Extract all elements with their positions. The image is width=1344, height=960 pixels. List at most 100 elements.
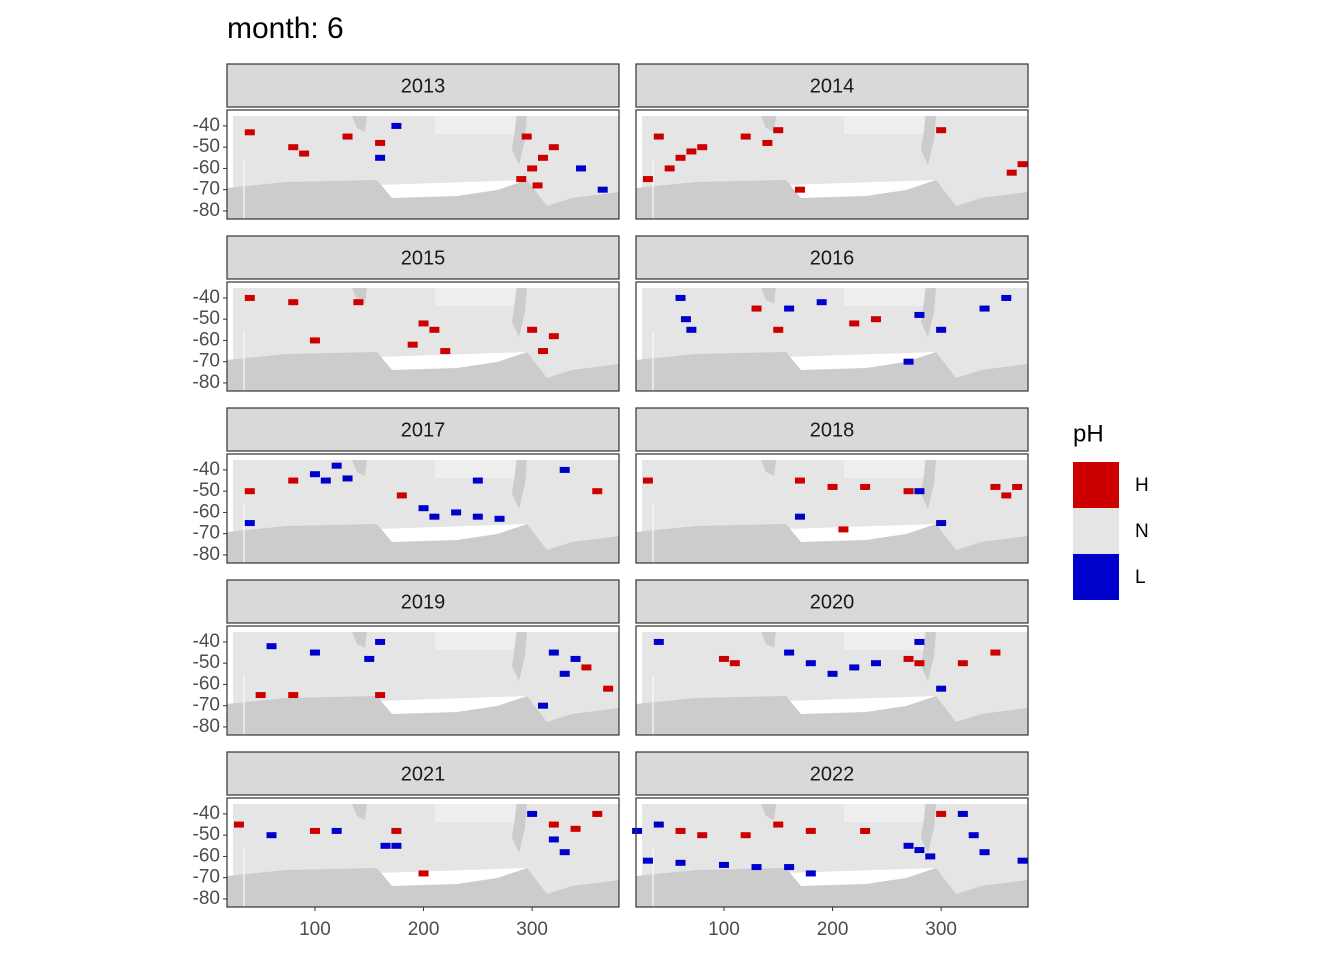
map-white: [435, 116, 515, 134]
strip-text: 2018: [810, 419, 855, 441]
cell: [309, 827, 320, 834]
cell: [592, 810, 603, 817]
map-white: [227, 626, 619, 632]
strip-text: 2016: [810, 247, 855, 269]
y-tick-label: -50: [193, 480, 220, 501]
cell: [299, 150, 310, 157]
y-tick-label: -70: [193, 179, 220, 200]
cell: [957, 810, 968, 817]
y-tick-label: -80: [193, 888, 220, 909]
cell: [418, 870, 429, 877]
cell: [391, 842, 402, 849]
cell: [472, 513, 483, 520]
map-land: [512, 288, 527, 337]
cell: [244, 520, 255, 527]
cell: [936, 326, 947, 333]
panel-border: [226, 281, 620, 392]
cell: [686, 148, 697, 155]
cell: [548, 333, 559, 340]
cell: [914, 638, 925, 645]
map-white: [844, 288, 924, 306]
map-land: [921, 116, 936, 165]
cell: [1017, 161, 1028, 168]
cell: [642, 477, 653, 484]
y-tick-label: -60: [193, 501, 220, 522]
cell: [827, 670, 838, 677]
strip-text: 2017: [401, 419, 446, 441]
strip: [226, 407, 620, 452]
cell: [784, 649, 795, 656]
map-land: [227, 524, 619, 563]
cell: [968, 832, 979, 839]
cell: [653, 821, 664, 828]
y-tick-label: -80: [193, 372, 220, 393]
map-land: [227, 696, 619, 735]
map-white: [636, 110, 1028, 116]
panel-border: [226, 625, 620, 736]
cell: [440, 348, 451, 355]
cell: [903, 488, 914, 495]
cell: [990, 649, 1001, 656]
cell: [537, 702, 548, 709]
panel: [636, 626, 1028, 735]
cell: [762, 139, 773, 146]
x-tick-label: 300: [925, 919, 957, 940]
cell: [451, 509, 462, 516]
strip: [635, 407, 1029, 452]
y-tick-label: -60: [193, 157, 220, 178]
map-land: [761, 804, 776, 820]
cell: [849, 664, 860, 671]
cell: [936, 685, 947, 692]
map-land: [921, 632, 936, 681]
cell: [494, 515, 505, 522]
cell: [527, 326, 538, 333]
cell: [309, 337, 320, 344]
map-land: [636, 696, 1028, 735]
cell: [794, 513, 805, 520]
y-tick-label: -70: [193, 351, 220, 372]
cell: [870, 316, 881, 323]
map-white: [227, 116, 233, 219]
cell: [903, 358, 914, 365]
cell: [244, 488, 255, 495]
cell: [532, 182, 543, 189]
cell: [936, 810, 947, 817]
cell: [375, 692, 386, 699]
y-tick-label: -50: [193, 652, 220, 673]
map-white: [636, 282, 1028, 288]
map-white: [227, 798, 619, 804]
strip-text: 2013: [401, 75, 446, 97]
map-land: [921, 460, 936, 509]
map-land: [636, 868, 1028, 907]
cell: [1001, 294, 1012, 301]
cell: [914, 660, 925, 667]
cell: [740, 133, 751, 140]
cell: [331, 462, 342, 469]
cell: [675, 154, 686, 161]
cell: [697, 832, 708, 839]
cell: [570, 655, 581, 662]
cell: [870, 660, 881, 667]
cell: [244, 294, 255, 301]
x-tick-label: 200: [817, 919, 849, 940]
map-white: [227, 804, 233, 907]
cell: [353, 299, 364, 306]
y-tick-label: -80: [193, 200, 220, 221]
cell: [914, 847, 925, 854]
cell: [686, 326, 697, 333]
y-tick-label: -40: [193, 459, 220, 480]
y-tick-label: -70: [193, 695, 220, 716]
cell: [559, 670, 570, 677]
map-land: [227, 868, 619, 907]
y-tick-label: -50: [193, 824, 220, 845]
panel: [227, 626, 619, 735]
cell: [816, 299, 827, 306]
panel-border: [226, 109, 620, 220]
cell: [784, 305, 795, 312]
cell: [266, 643, 277, 650]
map-land: [512, 460, 527, 509]
map-land: [636, 352, 1028, 391]
map-land: [352, 116, 367, 132]
cell: [429, 326, 440, 333]
